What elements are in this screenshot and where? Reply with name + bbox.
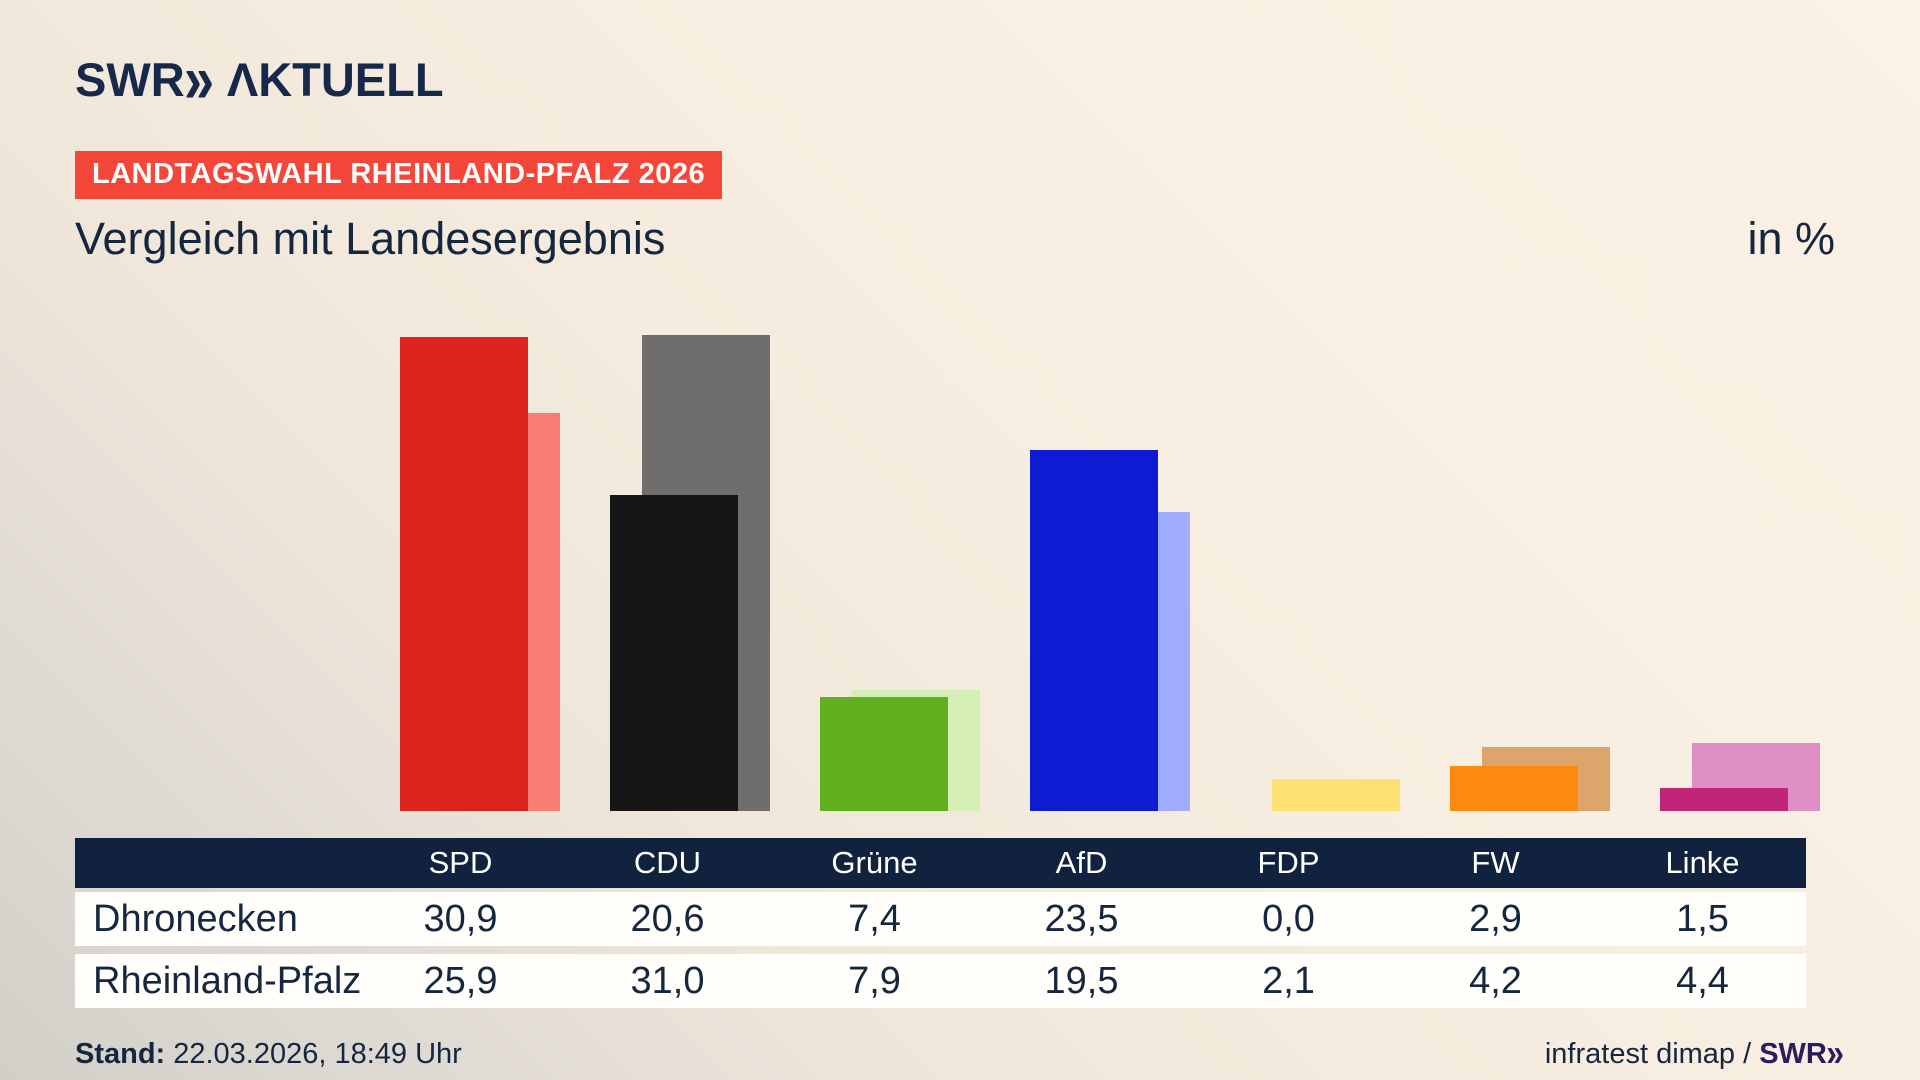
bar-local-cdu [610,495,738,811]
source-swr-logo: SWR» [1759,1033,1844,1075]
results-table: SPD CDU Grüne AfD FDP FW Linke Dhronecken 30,9 2… [75,838,1806,1008]
value-linke: 1,5 [1676,897,1729,940]
value-spd: 30,9 [423,897,498,940]
bar-state-fdp [1272,779,1400,811]
table-header-party-grüne: Grüne [831,845,918,880]
value-cdu: 31,0 [630,959,705,1002]
table-header-party-fw: FW [1471,845,1520,880]
logo-chevrons-icon: » [183,39,214,117]
value-linke: 4,4 [1676,959,1729,1002]
timestamp-label: Stand: [75,1038,166,1070]
bar-local-linke [1660,788,1788,811]
value-grüne: 7,9 [848,959,901,1002]
chart-title: Vergleich mit Landesergebnis [75,213,666,264]
table-row: Dhronecken 30,9 20,6 7,4 23,5 0,0 2,9 1,5 [75,892,1806,946]
row-label: Dhronecken [93,897,298,940]
bar-local-fw [1450,766,1578,811]
unit-label: in % [1747,213,1835,264]
table-header-party-cdu: CDU [633,845,702,880]
source-attribution: infratest dimap / SWR» [1544,1033,1844,1075]
table-header-party-fdp: FDP [1257,845,1320,880]
value-afd: 23,5 [1044,897,1119,940]
timestamp: Stand: 22.03.2026, 18:49 Uhr [75,1038,462,1071]
value-grüne: 7,4 [848,897,901,940]
table-row: Rheinland-Pfalz 25,9 31,0 7,9 19,5 2,1 4,2 4,4 [75,954,1806,1008]
value-spd: 25,9 [423,959,498,1002]
election-badge: LANDTAGSWAHL RHEINLAND-PFALZ 2026 [75,151,723,199]
bar-local-grüne [820,697,948,811]
value-fdp: 2,1 [1262,959,1315,1002]
table-header-party-spd: SPD [428,845,493,880]
swr-aktuell-logo: SWR» ΛKTUELL [75,40,444,117]
bar-local-spd [400,337,528,811]
row-label: Rheinland-Pfalz [93,959,362,1002]
logo-swr-text: SWR [75,53,185,106]
source-logo-chevrons-icon: » [1826,1033,1844,1075]
table-header-party-afd: AfD [1055,845,1108,880]
table-header-party-linke: Linke [1665,845,1740,880]
bar-local-afd [1030,450,1158,811]
value-fdp: 0,0 [1262,897,1315,940]
table-header-row: SPD CDU Grüne AfD FDP FW Linke [75,838,1806,888]
logo-aktuell-text: ΛKTUELL [226,53,444,106]
value-fw: 4,2 [1469,959,1522,1002]
source-text: infratest dimap / [1544,1038,1752,1070]
value-fw: 2,9 [1469,897,1522,940]
value-cdu: 20,6 [630,897,705,940]
value-afd: 19,5 [1044,959,1119,1002]
timestamp-value: 22.03.2026, 18:49 Uhr [173,1038,462,1070]
